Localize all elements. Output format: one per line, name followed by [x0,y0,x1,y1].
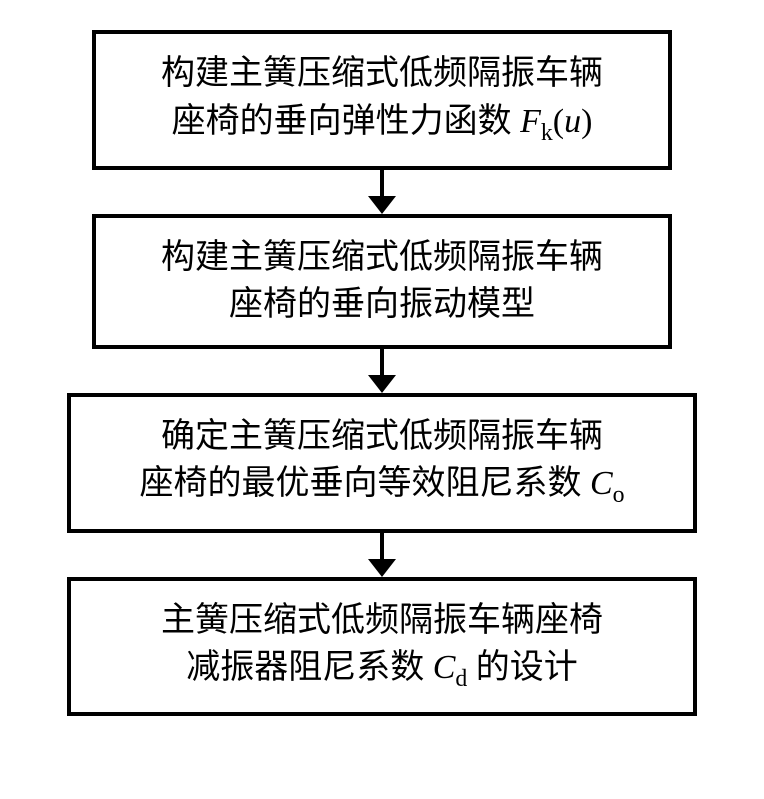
flow-box-b3: 确定主簧压缩式低频隔振车辆座椅的最优垂向等效阻尼系数 Co [67,393,697,533]
flow-box-b1: 构建主簧压缩式低频隔振车辆座椅的垂向弹性力函数 Fk(u) [92,30,672,170]
box-line: 确定主簧压缩式低频隔振车辆 [91,413,673,461]
box-line: 构建主簧压缩式低频隔振车辆 [116,234,648,282]
box-line: 座椅的最优垂向等效阻尼系数 Co [91,460,673,512]
box-line: 构建主簧压缩式低频隔振车辆 [116,50,648,98]
box-line: 减振器阻尼系数 Cd 的设计 [91,644,673,696]
arrow-down [368,349,396,393]
flow-box-b2: 构建主簧压缩式低频隔振车辆座椅的垂向振动模型 [92,214,672,349]
box-line: 座椅的垂向弹性力函数 Fk(u) [116,98,648,150]
flowchart-container: 构建主簧压缩式低频隔振车辆座椅的垂向弹性力函数 Fk(u)构建主簧压缩式低频隔振… [0,0,764,746]
box-line: 座椅的垂向振动模型 [116,281,648,329]
flow-box-b4: 主簧压缩式低频隔振车辆座椅减振器阻尼系数 Cd 的设计 [67,577,697,717]
arrow-down [368,170,396,214]
box-line: 主簧压缩式低频隔振车辆座椅 [91,597,673,645]
arrow-down [368,533,396,577]
